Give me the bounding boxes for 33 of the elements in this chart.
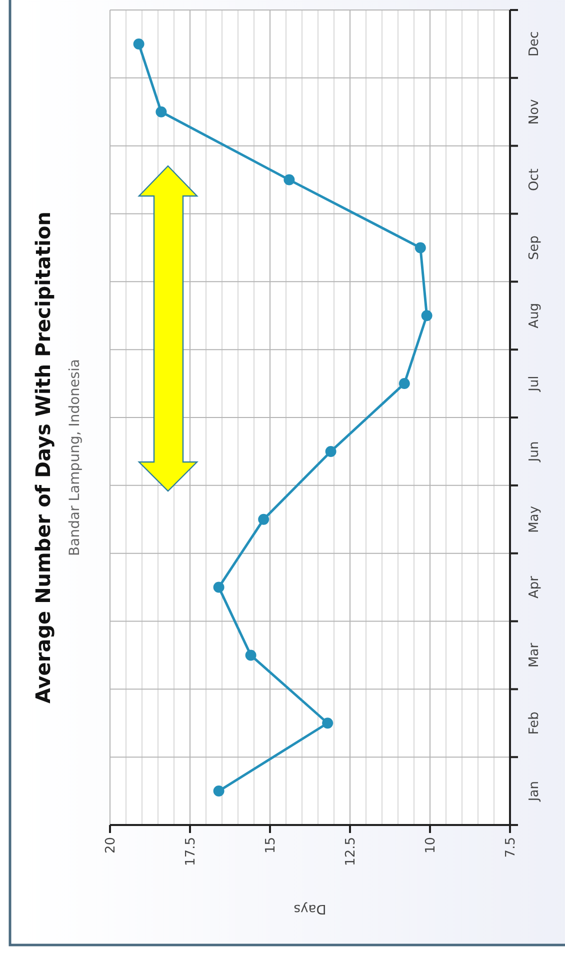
x-axis-title: Days bbox=[294, 901, 326, 916]
x-tick-label: 15 bbox=[264, 837, 279, 854]
y-tick-label: Mar bbox=[527, 642, 542, 668]
x-tick-label: 7.5 bbox=[504, 837, 519, 858]
y-tick-label: Oct bbox=[527, 168, 542, 192]
point bbox=[398, 378, 410, 390]
y-tick-label: May bbox=[527, 506, 542, 533]
y-tick-label: Feb bbox=[527, 712, 542, 735]
point bbox=[133, 38, 144, 50]
text: Average Number of Days With Precipitation bbox=[31, 212, 55, 704]
y-tick-label: Jul bbox=[527, 376, 542, 392]
y-tick-label: Jan bbox=[527, 781, 542, 802]
point bbox=[421, 310, 432, 322]
y-tick-label: Aug bbox=[527, 302, 542, 328]
x-tick-label: 20 bbox=[104, 837, 119, 854]
y-tick-label: Sep bbox=[527, 235, 542, 260]
y-tick-label: Dec bbox=[527, 31, 542, 57]
point bbox=[414, 242, 426, 254]
x-tick-label: 10 bbox=[424, 837, 439, 854]
y-tick-label: Nov bbox=[527, 98, 542, 125]
point bbox=[322, 718, 334, 729]
point bbox=[156, 106, 167, 118]
x-tick-label: 12.5 bbox=[344, 837, 359, 866]
y-tick-label: Apr bbox=[527, 575, 542, 599]
point bbox=[325, 446, 336, 457]
x-tick-label: 17.5 bbox=[184, 837, 199, 866]
point bbox=[213, 582, 224, 593]
point bbox=[258, 514, 270, 525]
point bbox=[284, 174, 295, 186]
y-tick-label: Jun bbox=[527, 441, 542, 463]
point bbox=[245, 650, 256, 661]
point bbox=[213, 786, 224, 797]
text: Bandar Lampung, Indonesia bbox=[67, 359, 83, 556]
